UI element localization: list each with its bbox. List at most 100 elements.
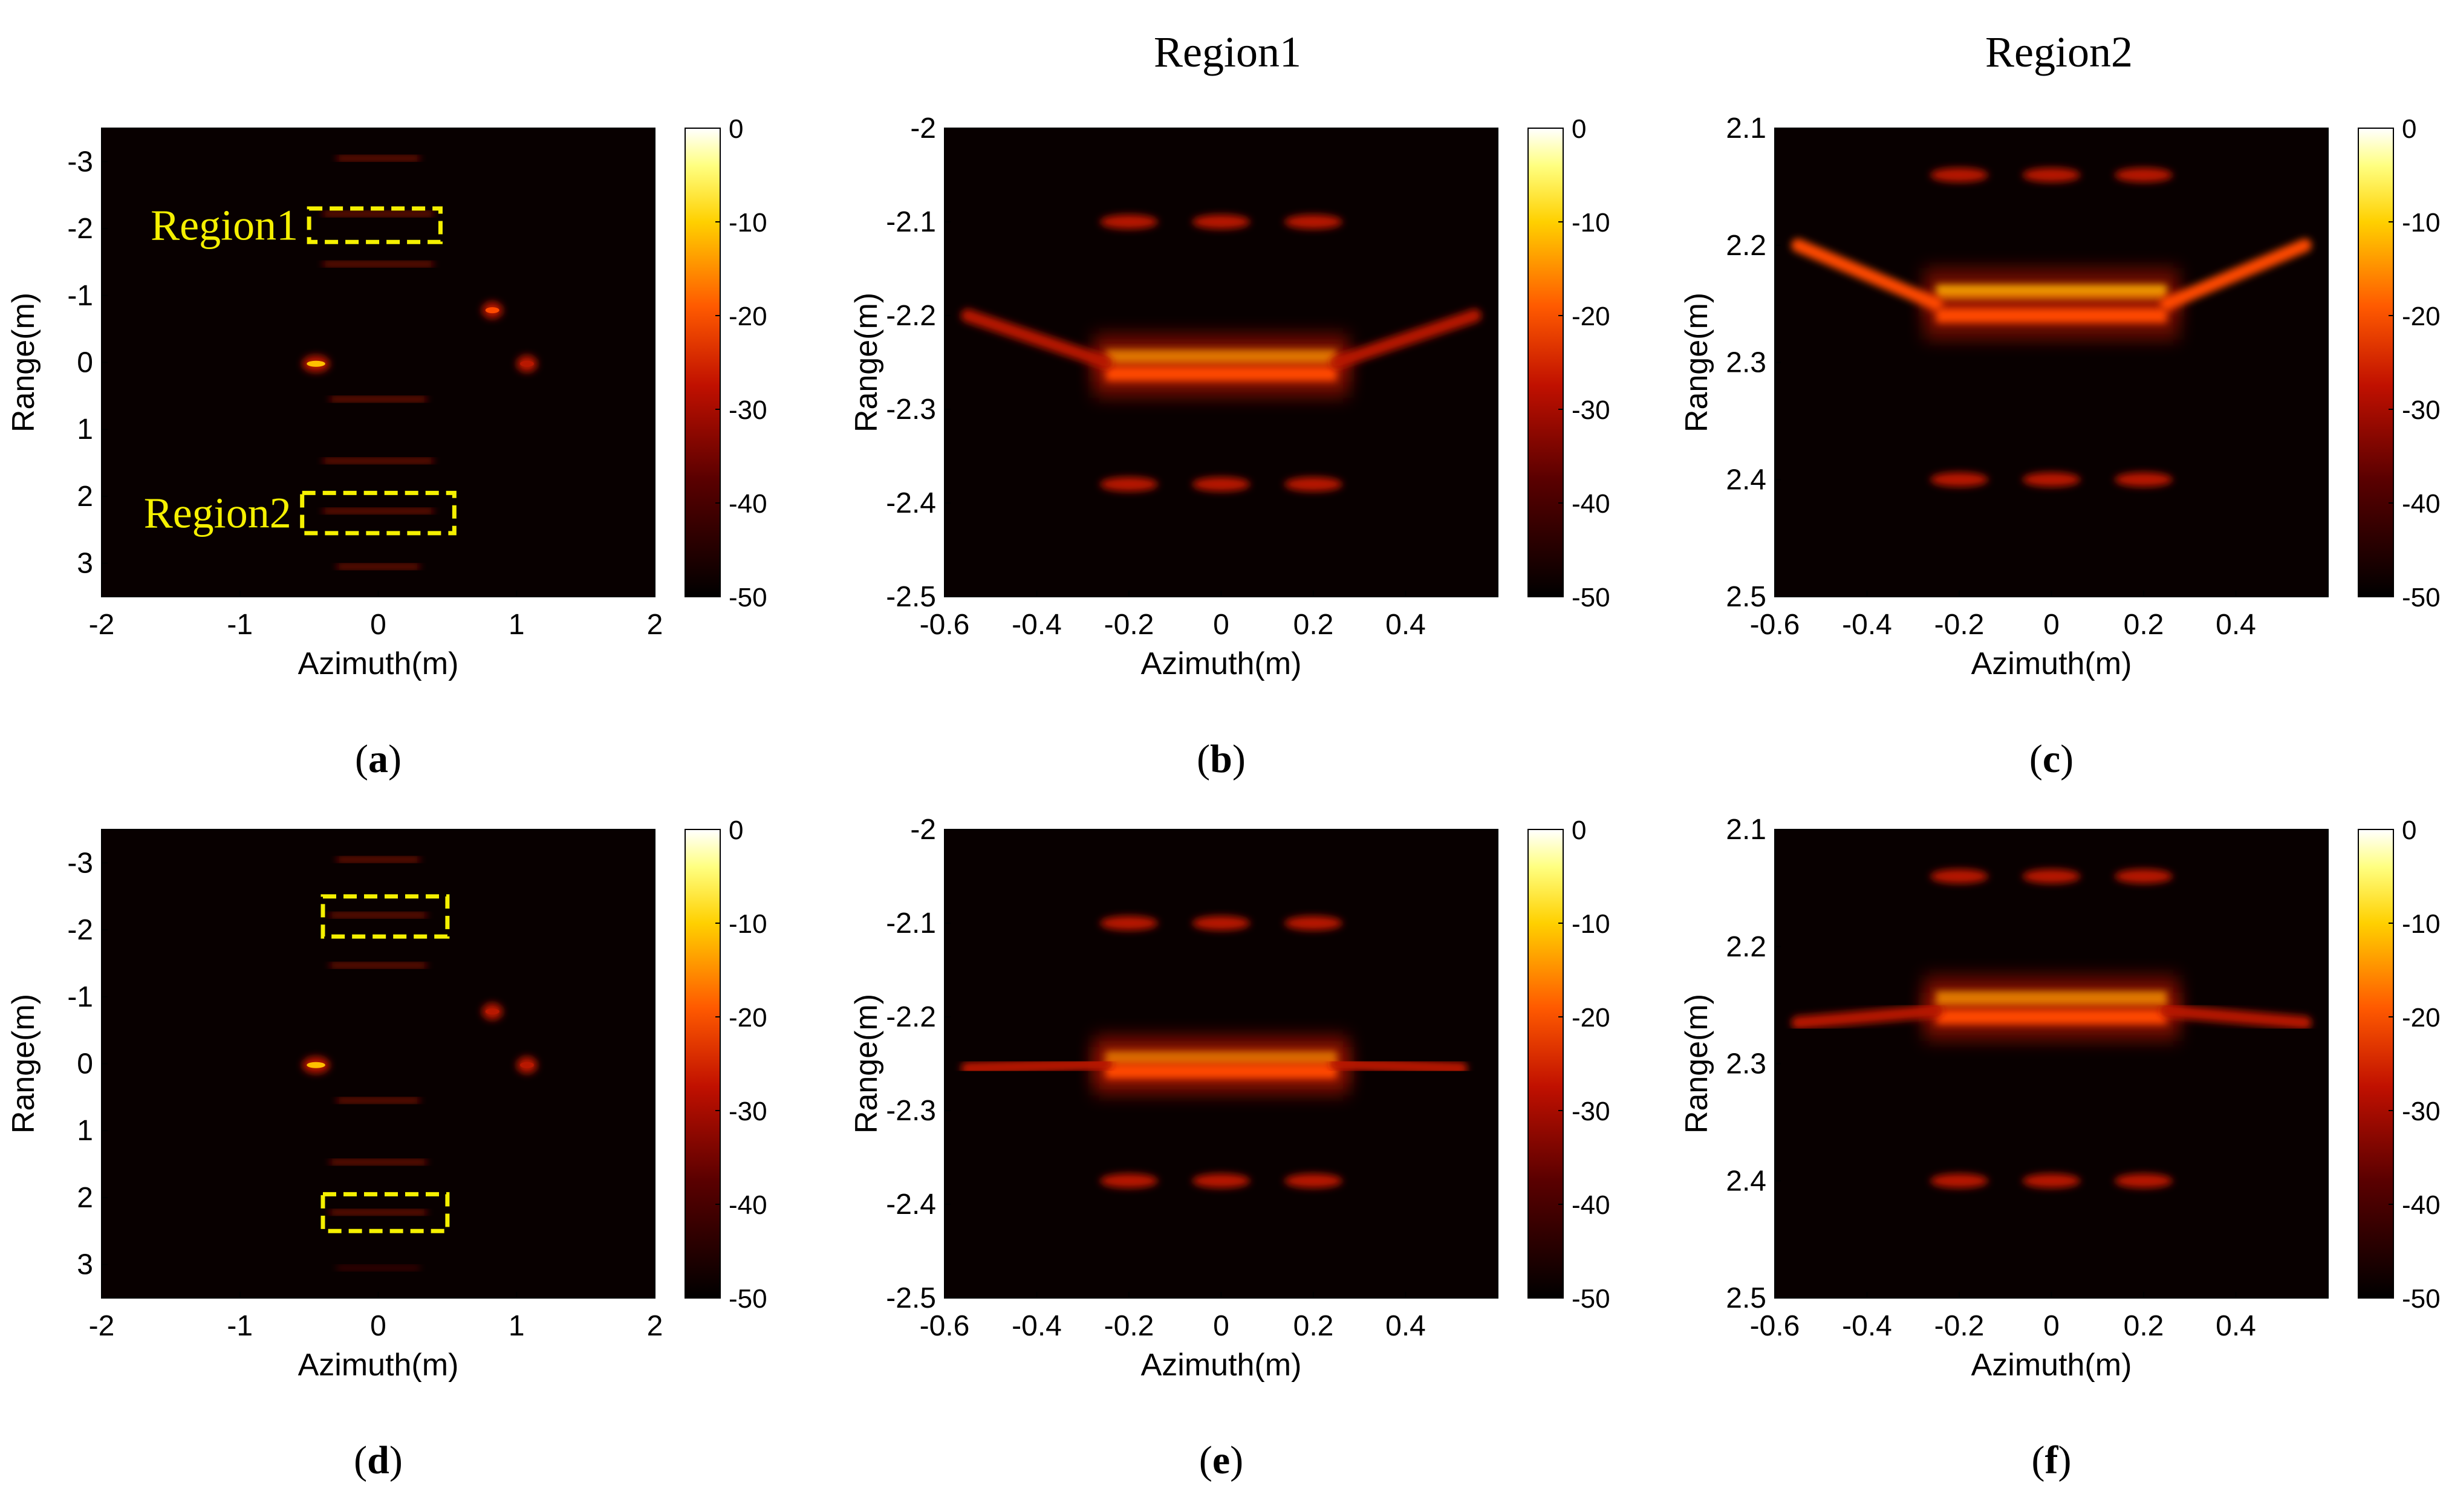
column-title-region1: Region1 <box>1154 28 1301 76</box>
panel-label: (c) <box>2029 737 2074 781</box>
y-tick-label: -2.3 <box>886 394 936 426</box>
colorbar-tick-label: -20 <box>2402 302 2441 331</box>
x-tick-label: 1 <box>509 1310 525 1342</box>
colorbar-tick-label: -50 <box>2402 1284 2441 1314</box>
scatter-blob <box>1284 1173 1342 1189</box>
region-box-1 <box>307 206 443 244</box>
column-title-region2: Region2 <box>1985 28 2133 76</box>
scatter-blob <box>1192 1173 1251 1189</box>
y-tick-label: 2.5 <box>1726 581 1766 613</box>
y-tick-label: -2.2 <box>886 1001 936 1033</box>
scatter-blob <box>1192 477 1251 492</box>
scatter-blob <box>2022 472 2081 487</box>
colorbar-tick-label: -30 <box>729 1097 767 1126</box>
colorbar <box>2358 128 2394 597</box>
colorbar-tick-label: 0 <box>2402 816 2416 845</box>
scatter-blob <box>2115 167 2173 183</box>
x-tick-label: 2 <box>647 609 663 641</box>
colorbar-tick-label: -30 <box>2402 395 2441 425</box>
x-tick-label: -0.2 <box>1934 609 1985 641</box>
x-axis-label: Azimuth(m) <box>1971 1348 2132 1383</box>
heatmap-background <box>102 128 655 597</box>
scatter-blob <box>2022 869 2081 884</box>
x-tick-label: -2 <box>89 1310 115 1342</box>
x-tick-label: -0.4 <box>1842 1310 1892 1342</box>
panel-label: (a) <box>355 737 402 781</box>
scatter-wing <box>2160 1004 2312 1030</box>
x-tick-label: 0 <box>370 609 386 641</box>
colorbar-tick-label: -30 <box>1572 395 1610 425</box>
scatter-blob <box>1100 916 1158 930</box>
x-tick-label: -0.6 <box>1750 1310 1800 1342</box>
scatter-line <box>1105 366 1337 381</box>
x-tick-label: 0 <box>2043 1310 2060 1342</box>
colorbar-tick-label: -10 <box>729 208 767 238</box>
heatmap-content <box>1791 167 2312 487</box>
y-tick-label: -2.3 <box>886 1095 936 1127</box>
x-axis-label: Azimuth(m) <box>298 646 459 681</box>
scatter-line <box>336 565 420 569</box>
y-tick-label: -2.5 <box>886 581 936 613</box>
x-tick-label: 0.4 <box>2216 1310 2256 1342</box>
colorbar-tick-label: -30 <box>1572 1097 1610 1126</box>
colorbar-tick-label: 0 <box>729 816 743 845</box>
scatter-spot <box>519 1062 534 1068</box>
x-tick-label: -0.6 <box>1750 609 1800 641</box>
scatter-spot <box>485 307 499 314</box>
scatter-blob <box>1930 869 1988 884</box>
panel-b: -0.6 -0.4 -0.2 0 0.2 0.4 -2.5 -2.4 -2.3 -2.2 -2.1 -… <box>849 112 1610 781</box>
y-axis-label: Range(m) <box>849 994 884 1134</box>
colorbar-tick-label: -40 <box>1572 489 1610 519</box>
scatter-blob <box>1284 916 1342 930</box>
x-tick-label: 2 <box>647 1310 663 1342</box>
colorbar-tick-label: -40 <box>2402 489 2441 519</box>
colorbar-tick-label: -40 <box>729 1190 767 1220</box>
panel-label: (d) <box>354 1438 403 1482</box>
scatter-spot <box>485 1008 499 1015</box>
scatter-wing <box>961 1057 1113 1076</box>
scatter-blob <box>2115 472 2173 487</box>
x-tick-label: 1 <box>509 609 525 641</box>
scatter-blob <box>2115 869 2173 884</box>
y-tick-label: -2.1 <box>886 206 936 238</box>
x-tick-label: -0.4 <box>1012 1310 1062 1342</box>
scatter-spot <box>307 1062 325 1068</box>
y-tick-label: 2.1 <box>1726 814 1766 846</box>
colorbar <box>1527 128 1564 597</box>
x-tick-label: 0.4 <box>1385 1310 1426 1342</box>
x-tick-label: -0.4 <box>1012 609 1062 641</box>
colorbar-tick-label: -50 <box>1572 583 1610 612</box>
scatter-line <box>323 509 434 513</box>
colorbar-tick-label: -20 <box>2402 1003 2441 1033</box>
scatter-line <box>336 1098 420 1103</box>
x-axis-label: Azimuth(m) <box>1971 646 2132 681</box>
scatter-blob <box>1192 215 1251 229</box>
colorbar-tick-label: -10 <box>1572 208 1610 238</box>
x-tick-label: 0 <box>1213 1310 1229 1342</box>
scatter-blob <box>2022 167 2081 183</box>
scatter-line <box>323 459 434 463</box>
colorbar-tick-label: -30 <box>729 395 767 425</box>
x-tick-label: -1 <box>227 1310 253 1342</box>
heatmap-content <box>302 156 538 569</box>
x-tick-label: 0.2 <box>1293 609 1334 641</box>
colorbar <box>1527 829 1564 1299</box>
scatter-line <box>1936 308 2167 323</box>
y-tick-label: -2 <box>67 914 93 946</box>
panel-label: (b) <box>1197 737 1246 781</box>
x-tick-label: -0.6 <box>920 609 970 641</box>
scatter-wing <box>1791 1004 1943 1030</box>
scatter-blob <box>1192 916 1251 930</box>
x-tick-label: 0.2 <box>2124 1310 2164 1342</box>
scatter-line <box>336 857 420 861</box>
scatter-blob <box>1930 167 1988 183</box>
colorbar-tick-label: -20 <box>1572 302 1610 331</box>
y-tick-label: 1 <box>77 414 93 446</box>
heatmap-background <box>1775 829 2328 1298</box>
y-axis-label: Range(m) <box>1679 293 1714 432</box>
region-box-2 <box>320 1192 450 1233</box>
x-tick-label: -1 <box>227 609 253 641</box>
x-tick-label: 0 <box>2043 609 2060 641</box>
heatmap-content <box>961 916 1468 1189</box>
y-axis-label: Range(m) <box>6 293 41 432</box>
